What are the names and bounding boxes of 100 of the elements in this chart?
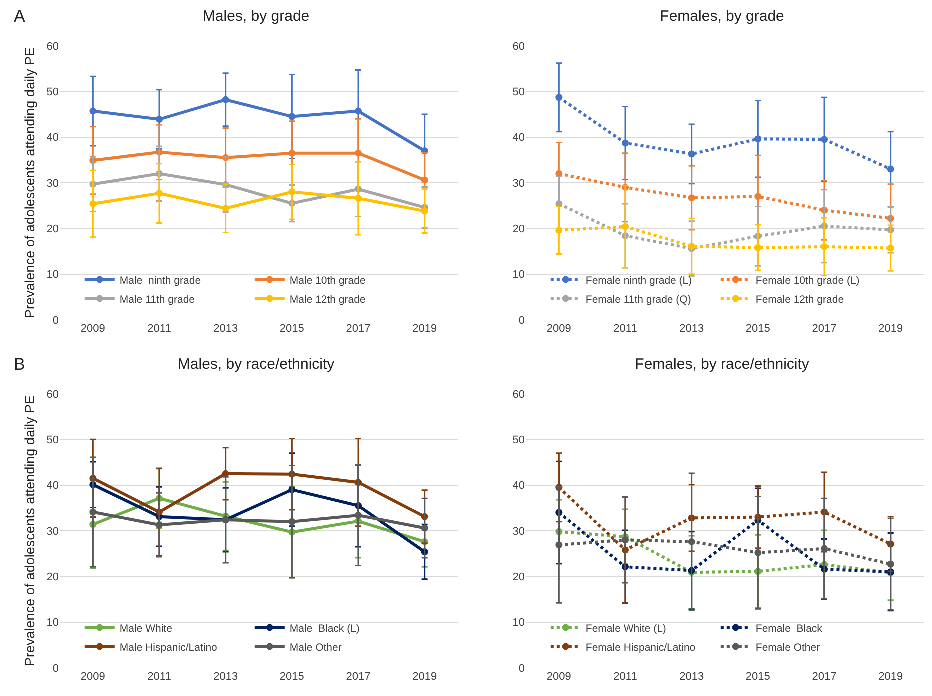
x-tick-label: 2013 [214,323,238,335]
text: A [14,7,26,26]
point [288,518,296,526]
point [754,136,762,143]
y-tick-label: 60 [512,388,525,401]
y-tick-label: 40 [46,480,59,492]
x-tick-label: 2009 [80,323,106,335]
chart-title: Females, by grade [660,8,784,25]
x-tick-label: 2017 [812,323,837,335]
y-tick-label: 40 [512,480,525,492]
y-tick-label: 50 [46,86,59,99]
point [821,545,828,552]
y-tick-label: 60 [46,40,59,53]
point [355,195,362,202]
y-tick-label: 20 [46,224,59,236]
legend-label: Male 12th grade [290,294,366,306]
point [355,150,362,157]
point [156,116,163,124]
point [90,508,97,516]
point [556,542,563,549]
x-tick-label: 2009 [546,323,572,335]
x-tick-label: 2017 [346,323,371,335]
y-tick-label: 50 [46,434,59,447]
x-tick-label: 2019 [878,671,904,683]
x-tick-label: 2015 [746,323,770,335]
y-tick-label: 50 [512,434,525,447]
point [688,242,696,250]
point [156,522,163,529]
x-tick-label: 2015 [280,323,304,335]
y-tick-label: 30 [46,526,59,538]
y-tick-label: 10 [46,617,59,630]
legend-label: Male Hispanic/Latino [120,642,218,654]
y-tick-label: 50 [512,86,525,99]
y-tick-label: 0 [518,662,525,675]
x-tick-label: 2017 [346,671,371,683]
legend-label: Female ninth grade (L) [586,274,692,287]
point [288,188,296,196]
y-tick-label: 30 [512,526,525,538]
point [288,113,296,120]
x-tick-label: 2019 [412,323,438,335]
chart-title: Males, by race/ethnicity [178,356,336,373]
point [821,243,828,250]
text: B [14,355,26,374]
legend-label: Female Other [756,642,821,654]
y-tick-label: 30 [512,178,525,190]
point [156,190,163,197]
y-tick-label: 0 [518,314,525,327]
y-tick-label: 40 [46,132,59,144]
x-tick-label: 2017 [812,671,837,683]
point [556,94,563,102]
x-tick-label: 2015 [746,671,770,683]
x-tick-label: 2011 [148,671,172,683]
point [222,470,230,478]
y-tick-label: 10 [512,617,525,630]
point [887,166,894,173]
legend-label: Female 10th grade (L) [756,274,860,287]
y-tick-label: 0 [52,662,59,675]
x-tick-label: 2015 [280,671,304,683]
legend-label: Female 12th grade [756,294,844,306]
y-tick-label: 20 [512,224,525,236]
point [688,538,696,546]
y-tick-label: 10 [512,269,525,282]
y-tick-label: 0 [52,314,59,327]
y-tick-label: 60 [512,40,525,53]
y-tick-label: 10 [46,269,59,282]
x-tick-label: 2011 [614,323,638,335]
legend-label: Female Hispanic/Latino [586,642,696,654]
point [421,176,428,184]
point [622,140,629,147]
y-tick-label: 40 [512,132,525,144]
point [887,560,894,568]
point [421,524,428,532]
x-tick-label: 2013 [214,671,238,683]
legend-label: Male ninth grade [120,274,202,287]
x-tick-label: 2009 [80,671,106,683]
x-tick-label: 2011 [148,323,172,335]
chart-title: Males, by grade [202,8,310,25]
point [90,200,97,208]
point [622,223,629,230]
y-axis-title: Prevalence of adolescents attending daily PE [22,396,38,666]
point [556,226,563,234]
point [821,136,828,144]
point [754,549,762,556]
point [622,536,629,544]
point [887,244,894,252]
point [754,193,762,200]
point [754,244,762,252]
point [288,150,296,157]
point [421,208,428,215]
point [90,108,97,115]
legend-label: Male Black (L) [290,622,360,635]
y-tick-label: 30 [46,178,59,190]
x-tick-label: 2009 [546,671,572,683]
x-tick-label: 2013 [680,671,704,683]
x-tick-label: 2019 [878,323,904,335]
legend-label: Female Black [756,622,824,635]
x-tick-label: 2019 [412,671,438,683]
point [688,194,696,202]
legend-label: Male White [120,622,173,635]
x-tick-label: 2013 [680,323,704,335]
